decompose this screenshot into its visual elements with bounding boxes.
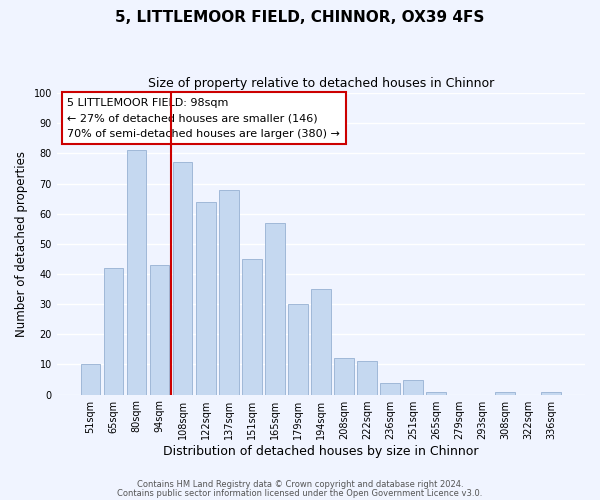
Y-axis label: Number of detached properties: Number of detached properties xyxy=(15,151,28,337)
Text: Contains HM Land Registry data © Crown copyright and database right 2024.: Contains HM Land Registry data © Crown c… xyxy=(137,480,463,489)
Bar xyxy=(150,265,169,394)
Text: 5 LITTLEMOOR FIELD: 98sqm
← 27% of detached houses are smaller (146)
70% of semi: 5 LITTLEMOOR FIELD: 98sqm ← 27% of detac… xyxy=(67,98,340,139)
Bar xyxy=(265,222,284,394)
Bar xyxy=(242,259,262,394)
Bar xyxy=(173,162,193,394)
Text: Contains public sector information licensed under the Open Government Licence v3: Contains public sector information licen… xyxy=(118,488,482,498)
Bar xyxy=(288,304,308,394)
Bar xyxy=(196,202,215,394)
Bar xyxy=(334,358,354,394)
Bar xyxy=(219,190,239,394)
Bar xyxy=(81,364,100,394)
Bar xyxy=(380,382,400,394)
Bar xyxy=(426,392,446,394)
Text: 5, LITTLEMOOR FIELD, CHINNOR, OX39 4FS: 5, LITTLEMOOR FIELD, CHINNOR, OX39 4FS xyxy=(115,10,485,25)
Bar xyxy=(496,392,515,394)
Bar xyxy=(104,268,124,394)
Title: Size of property relative to detached houses in Chinnor: Size of property relative to detached ho… xyxy=(148,78,494,90)
Bar xyxy=(541,392,561,394)
X-axis label: Distribution of detached houses by size in Chinnor: Distribution of detached houses by size … xyxy=(163,444,479,458)
Bar xyxy=(403,380,423,394)
Bar xyxy=(311,289,331,395)
Bar xyxy=(127,150,146,394)
Bar xyxy=(357,362,377,394)
